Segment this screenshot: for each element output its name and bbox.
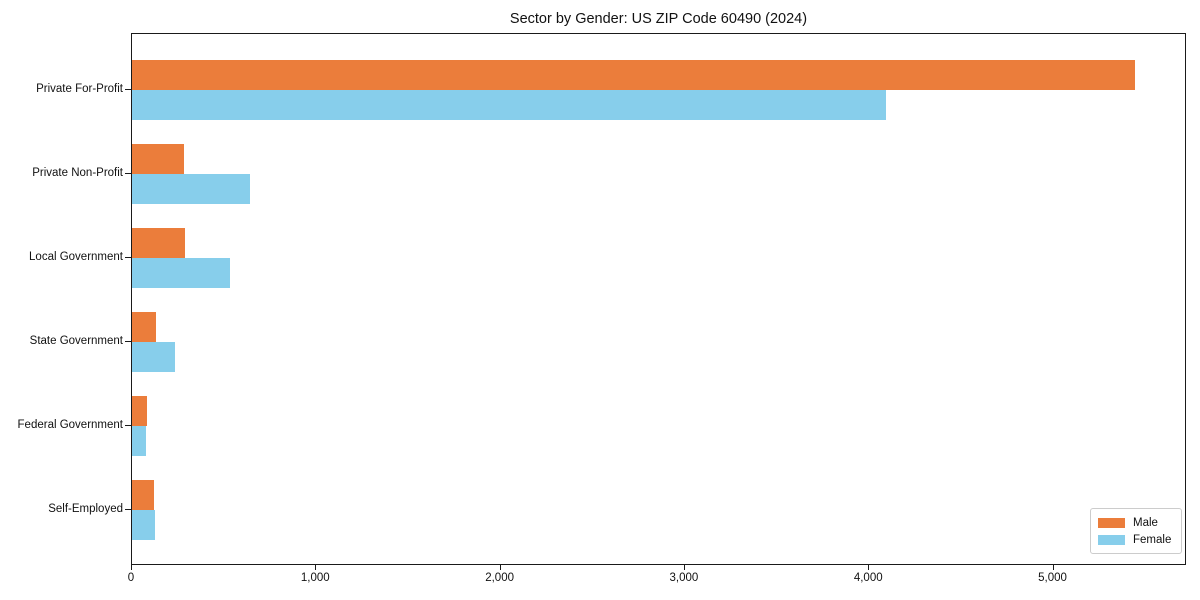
x-tick-label: 2,000 — [485, 572, 514, 584]
bar-row — [132, 48, 1185, 132]
bar-male-1 — [132, 60, 1135, 90]
y-tick-mark — [125, 257, 131, 258]
x-tick-mark — [131, 565, 132, 570]
y-tick-label: Local Government — [29, 251, 123, 263]
y-tick-mark — [125, 89, 131, 90]
chart-title: Sector by Gender: US ZIP Code 60490 (202… — [509, 11, 808, 27]
x-tick-label: 0 — [127, 572, 135, 584]
bar-row — [132, 468, 1185, 552]
legend-swatch-male — [1098, 517, 1125, 528]
y-tick-mark — [125, 341, 131, 342]
y-tick-mark — [125, 425, 131, 426]
bar-female-1 — [132, 90, 887, 120]
x-tick-mark — [315, 565, 317, 570]
legend-label: Male — [1133, 516, 1158, 529]
bar-female-4 — [132, 342, 176, 372]
bar-male-5 — [132, 396, 147, 426]
bar-row — [132, 300, 1185, 384]
legend: Male Female — [1090, 508, 1182, 554]
bar-row — [132, 132, 1185, 216]
bar-row — [132, 216, 1185, 300]
y-tick-label: Federal Government — [17, 419, 123, 431]
x-tick-mark — [683, 565, 685, 570]
legend-entry-female: Female — [1098, 531, 1173, 548]
legend-label: Female — [1133, 533, 1172, 546]
bar-female-2 — [132, 174, 250, 204]
y-tick-label: Private Non-Profit — [32, 167, 123, 179]
y-tick-label: Private For-Profit — [36, 83, 123, 95]
y-tick-mark — [125, 509, 131, 510]
x-tick-mark — [868, 565, 870, 570]
y-tick-label: Self-Employed — [48, 503, 123, 515]
legend-swatch-female — [1098, 534, 1125, 545]
bar-male-4 — [132, 312, 156, 342]
x-tick-label: 1,000 — [300, 572, 330, 584]
x-tick-mark — [1052, 565, 1054, 570]
y-tick-label: State Government — [29, 335, 123, 347]
y-tick-mark — [125, 173, 131, 174]
x-tick-label: 5,000 — [1038, 572, 1067, 584]
plot-area — [131, 33, 1186, 565]
x-tick-label: 3,000 — [669, 572, 699, 584]
x-tick-mark — [499, 565, 501, 570]
bar-male-6 — [132, 480, 155, 510]
x-tick-label: 4,000 — [853, 572, 883, 584]
bar-male-3 — [132, 228, 186, 258]
bar-female-3 — [132, 258, 230, 288]
bar-female-6 — [132, 510, 155, 540]
bar-male-2 — [132, 144, 184, 174]
bar-row — [132, 384, 1185, 468]
legend-entry-male: Male — [1098, 514, 1173, 531]
bar-female-5 — [132, 426, 146, 456]
